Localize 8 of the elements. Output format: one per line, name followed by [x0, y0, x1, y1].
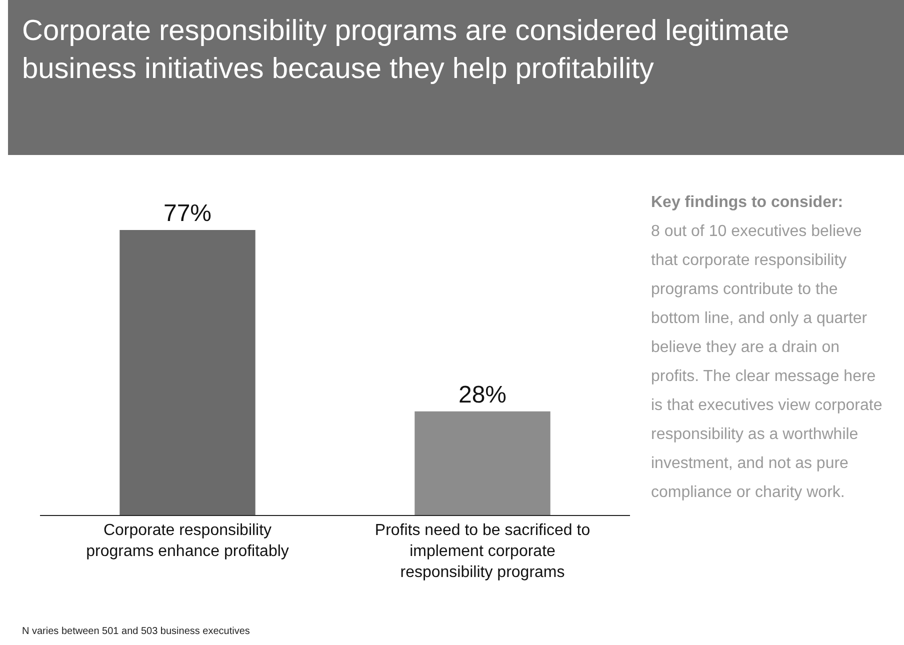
chart-title: Corporate responsibility programs are considered legitimate business initiatives because they help profitability — [8, 0, 904, 155]
data-label: 28% — [458, 381, 507, 408]
x-tick-label: Profits need to be sacrificed to implement corporate responsibility programs — [374, 522, 590, 581]
data-label: 77% — [163, 200, 212, 227]
text: Key findings to consider: — [651, 194, 844, 211]
x-tick-label: Corporate responsibility programs enhance profitably — [86, 522, 289, 560]
text: N varies between 501 and 503 business executives — [22, 626, 250, 637]
text: 8 out of 10 executives believe that corporate responsibility programs contribute to the bottom line, and only a quarter believe they are a drain on profits. The clear message here is that executives view corporate responsibility as a worthwhile investment, and not as pure compliance or charity work. — [651, 223, 882, 501]
